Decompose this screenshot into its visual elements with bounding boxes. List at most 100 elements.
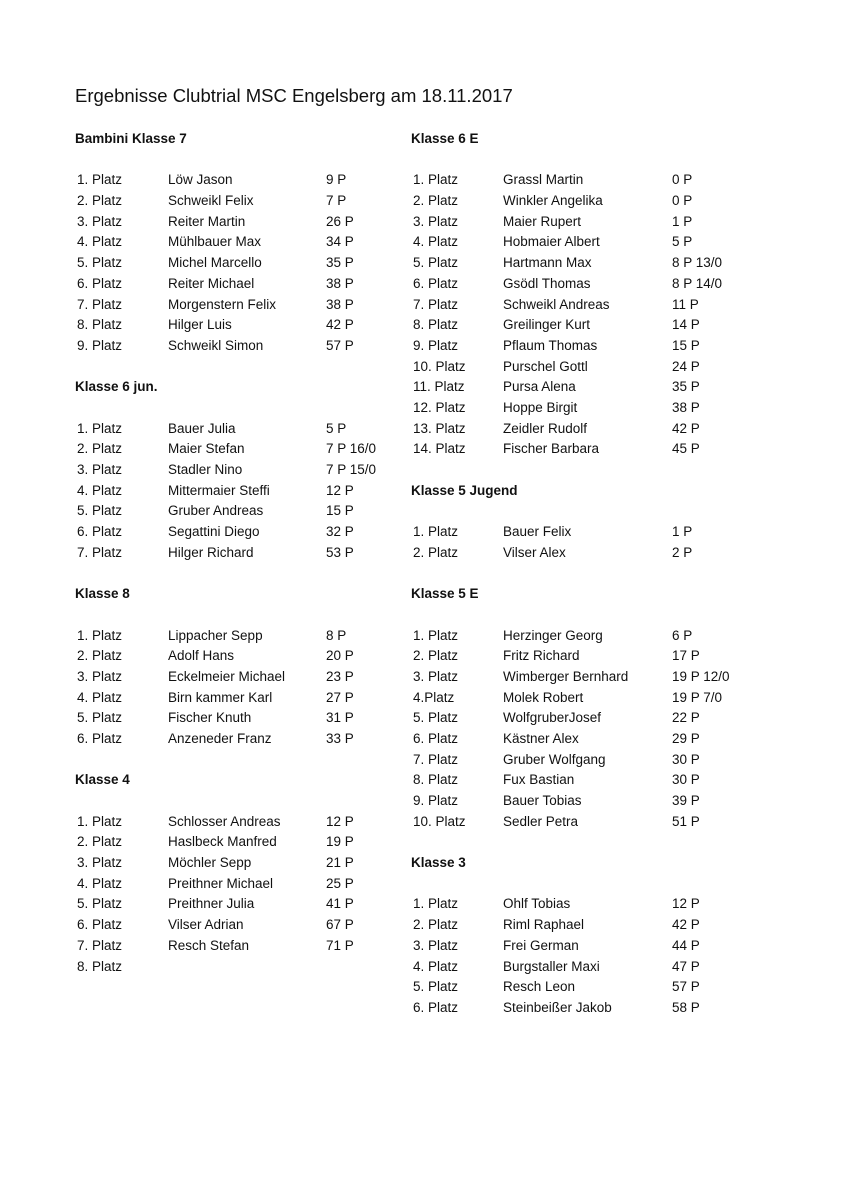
place-label: 4. Platz (77, 875, 123, 891)
place-label: 5. Platz (77, 503, 123, 519)
points-value: 19 P (326, 834, 354, 850)
place-label: 4.Platz (413, 689, 455, 705)
place-label: 8. Platz (413, 317, 459, 333)
rider-name: Resch Leon (503, 979, 576, 995)
place-label: 6. Platz (77, 524, 123, 540)
place-label: 7. Platz (413, 296, 459, 312)
place-label: 8. Platz (77, 317, 123, 333)
rider-name: Ohlf Tobias (503, 896, 571, 912)
place-label: 7. Platz (77, 296, 123, 312)
place-label: 5. Platz (413, 979, 459, 995)
points-value: 35 P (672, 379, 700, 395)
place-label: 5. Platz (77, 896, 123, 912)
rider-name: Fischer Knuth (168, 710, 252, 726)
rider-name: Schlosser Andreas (168, 813, 281, 829)
points-value: 34 P (326, 234, 354, 250)
section-heading: Klasse 6 jun. (75, 379, 158, 395)
place-label: 10. Platz (413, 358, 466, 374)
place-label: 3. Platz (77, 462, 123, 477)
points-value: 1 P (672, 524, 693, 540)
points-value: 12 P (326, 813, 354, 829)
result-row: 10. Platz Purschel Gottl 24 P (411, 357, 751, 378)
rider-name: Hobmaier Albert (503, 234, 600, 250)
rider-name: Segattini Diego (168, 524, 260, 540)
points-value: 23 P (326, 668, 354, 684)
place-label: 3. Platz (77, 668, 123, 684)
result-row: 1. Platz Lippacher Sepp 8 P (75, 626, 415, 647)
result-row: 10. Platz Sedler Petra 51 P (411, 812, 751, 833)
place-label: 2. Platz (77, 648, 123, 664)
result-row: 8. Platz Greilinger Kurt 14 P (411, 315, 751, 336)
result-row: 3. Platz Möchler Sepp 21 P (75, 853, 415, 874)
section-heading: Klasse 3 (411, 855, 466, 871)
rider-name: Hoppe Birgit (503, 399, 578, 415)
points-value: 47 P (672, 958, 700, 974)
points-value: 42 P (326, 317, 354, 333)
place-label: 9. Platz (77, 337, 123, 353)
result-row: 1. Platz Grassl Martin 0 P (411, 170, 751, 191)
place-label: 5. Platz (77, 255, 123, 271)
place-label: 2. Platz (77, 441, 123, 457)
result-row: 7. Platz Gruber Wolfgang 30 P (411, 750, 751, 771)
points-value: 42 P (672, 420, 700, 436)
result-row: 4.Platz Molek Robert 19 P 7/0 (411, 688, 751, 709)
result-row: 12. Platz Hoppe Birgit 38 P (411, 398, 751, 419)
result-row: 6. Platz Reiter Michael 38 P (75, 274, 415, 295)
rider-name: WolfgruberJosef (503, 710, 602, 726)
result-row: 6. Platz Segattini Diego 32 P (75, 522, 415, 543)
rider-name: Pursa Alena (503, 379, 576, 395)
rider-name: Preithner Julia (168, 896, 255, 912)
result-row: 3. Platz Frei German 44 P (411, 936, 751, 957)
result-row: 1. Platz Löw Jason 9 P (75, 170, 415, 191)
result-row: 7. Platz Resch Stefan 71 P (75, 936, 415, 957)
result-row: 7. Platz Schweikl Andreas 11 P (411, 295, 751, 316)
place-label: 4. Platz (77, 482, 123, 498)
rider-name: Schweikl Andreas (503, 296, 610, 312)
result-row: 2. Platz Fritz Richard 17 P (411, 646, 751, 667)
place-label: 6. Platz (413, 730, 459, 746)
points-value: 22 P (672, 710, 700, 726)
page-title: Ergebnisse Clubtrial MSC Engelsberg am 1… (75, 85, 513, 106)
place-label: 6. Platz (77, 917, 123, 933)
result-row: 8. Platz Hilger Luis 42 P (75, 315, 415, 336)
rider-name: Gsödl Thomas (503, 275, 591, 291)
place-label: 1. Platz (413, 524, 459, 540)
points-value: 38 P (326, 275, 354, 291)
place-label: 4. Platz (413, 958, 459, 974)
result-row: 5. Platz Fischer Knuth 31 P (75, 708, 415, 729)
points-value: 35 P (326, 255, 354, 271)
place-label: 9. Platz (413, 793, 459, 808)
place-label: 2. Platz (413, 544, 459, 560)
result-row: 1. Platz Herzinger Georg 6 P (411, 626, 751, 647)
rider-name: Herzinger Georg (503, 627, 603, 643)
result-row: 7. Platz Hilger Richard 53 P (75, 543, 415, 564)
result-row: 3. Platz Wimberger Bernhard 19 P 12/0 (411, 667, 751, 688)
place-label: 1. Platz (413, 172, 459, 188)
rider-name: Anzeneder Franz (168, 730, 272, 746)
spacer (75, 605, 415, 626)
points-value: 42 P (672, 917, 700, 933)
place-label: 2. Platz (413, 648, 459, 664)
rider-name: Winkler Angelika (503, 193, 603, 209)
section-heading: Klasse 4 (75, 772, 130, 788)
rider-name: Reiter Michael (168, 275, 255, 291)
place-label: 3. Platz (77, 213, 123, 229)
place-label: 7. Platz (77, 937, 123, 953)
place-label: 14. Platz (413, 441, 466, 457)
result-row: 6. Platz Anzeneder Franz 33 P (75, 729, 415, 750)
result-row: 5. Platz Resch Leon 57 P (411, 977, 751, 998)
result-row: 5. Platz Michel Marcello 35 P (75, 253, 415, 274)
points-value: 44 P (672, 937, 700, 953)
rider-name: Adolf Hans (168, 648, 235, 664)
points-value: 25 P (326, 875, 354, 891)
place-label: 2. Platz (413, 193, 459, 209)
place-label: 2. Platz (77, 834, 123, 850)
result-row: 13. Platz Zeidler Rudolf 42 P (411, 419, 751, 440)
place-label: 6. Platz (413, 999, 459, 1015)
spacer (75, 398, 415, 419)
result-row: 4. Platz Mühlbauer Max 34 P (75, 232, 415, 253)
place-label: 4. Platz (77, 689, 123, 705)
place-label: 1. Platz (413, 627, 459, 643)
place-label: 3. Platz (413, 668, 459, 684)
points-value: 27 P (326, 689, 354, 705)
